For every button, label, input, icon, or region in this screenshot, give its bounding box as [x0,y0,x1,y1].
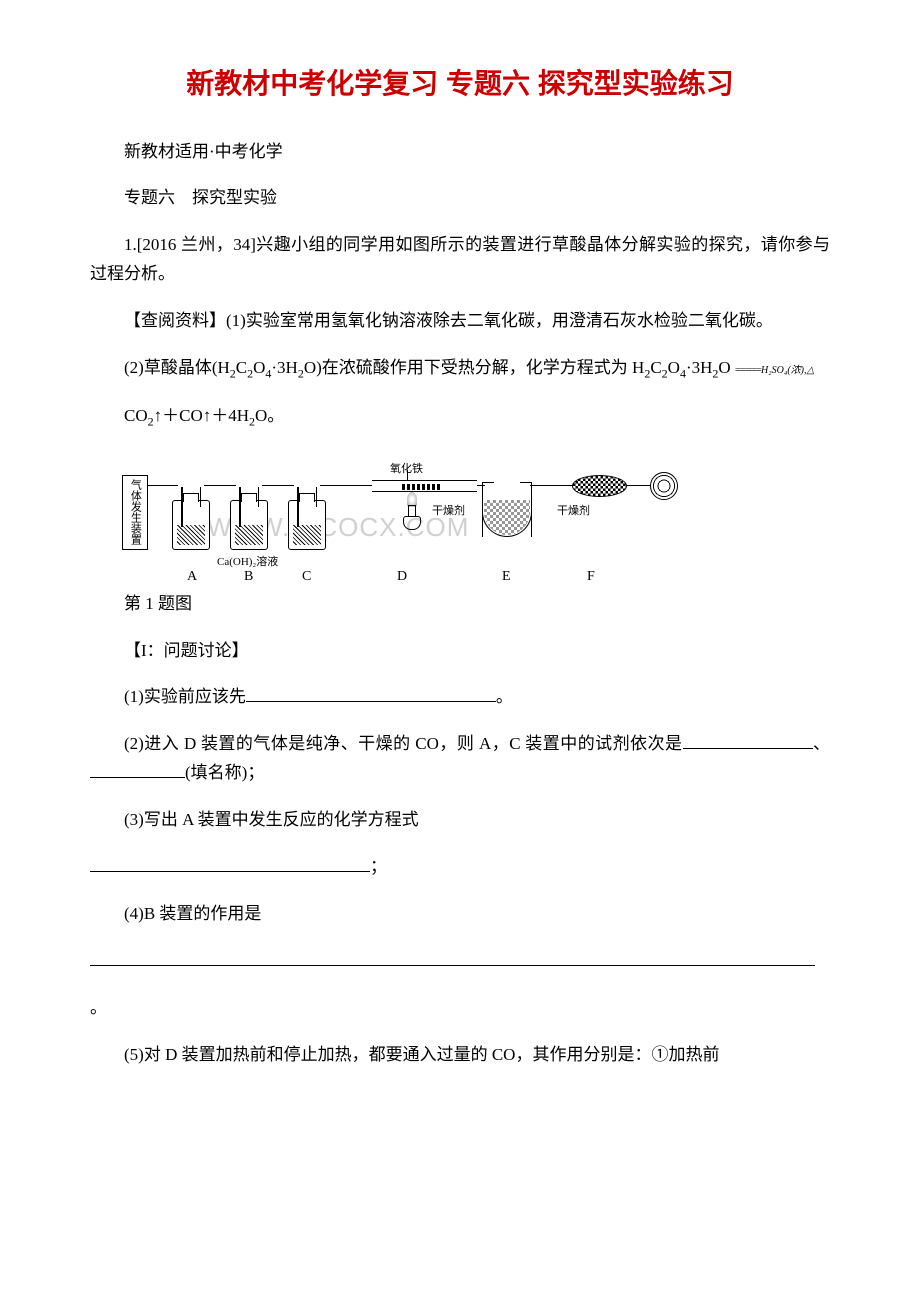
burner [397,500,427,530]
bottle-b [230,500,268,550]
lookup-head: 【查阅资料】 [124,311,226,330]
tube-in [297,487,299,527]
label-a: A [187,565,197,589]
label-b: B [244,565,253,589]
pb: ↑＋CO↑＋4H [154,406,249,425]
label-e: E [502,565,511,589]
l2g: O [668,358,680,377]
blank-1 [246,684,496,703]
connector [148,485,178,487]
end-device [650,472,678,500]
q3-text: (3)写出 A 装置中发生反应的化学方程式 [124,810,419,829]
connector [262,485,294,487]
lookup-2: (2)草酸晶体(H2C2O4·3H2O)在浓硫酸作用下受热分解，化学方程式为 H… [90,354,830,384]
l2e: O)在浓硫酸作用下受热分解，化学方程式为 H [304,358,644,377]
l2d: ·3H [271,358,297,377]
pc: O。 [255,406,284,425]
question-1: (1)实验前应该先 。 [90,683,830,712]
connector [204,485,236,487]
page-title: 新教材中考化学复习 专题六 探究型实验练习 [90,60,830,108]
q2b-text: 、 [813,734,830,753]
subtitle: 新教材适用·中考化学 [90,138,830,167]
question-4-period: 。 [90,994,830,1023]
connector [530,485,574,487]
tube-in [239,487,241,527]
period-4: 。 [90,998,107,1017]
blank-2a [683,731,813,750]
burner-neck [408,505,416,517]
l2i: O [718,358,730,377]
question-5: (5)对 D 装置加热前和停止加热，都要通入过量的 CO，其作用分别是：①加热前 [90,1041,830,1070]
reaction-condition: H₂SO₄(浓),△ [761,365,814,376]
lookup-1-text: (1)实验室常用氢氧化钠溶液除去二氧化碳，用澄清石灰水检验二氧化碳。 [226,311,773,330]
u-tube-e [482,482,532,537]
burner-body [403,516,421,530]
tube-in [181,487,183,527]
drying-tube-f [572,475,627,497]
label-f: F [587,565,595,589]
dryer-label-2: 干燥剂 [557,502,590,521]
apparatus-diagram: WWW.CICOCX.COM 气体发生装置 Ca(OH)₂溶液 氧化铁 干燥剂 … [122,450,682,580]
tube-out [316,487,318,507]
lookup-1: 【查阅资料】(1)实验室常用氢氧化钠溶液除去二氧化碳，用澄清石灰水检验二氧化碳。 [90,307,830,336]
connector [320,485,372,487]
l2a: (2)草酸晶体(H [124,358,230,377]
pa: CO [124,406,148,425]
bottle-a [172,500,210,550]
q4-text: (4)B 装置的作用是 [124,904,261,923]
tube-out [200,487,202,507]
question-3-blank: ； [90,853,830,882]
question-3: (3)写出 A 装置中发生反应的化学方程式 [90,806,830,835]
l2h: ·3H [686,358,712,377]
label-c: C [302,565,311,589]
blank-2b [90,759,185,778]
question-2: (2)进入 D 装置的气体是纯净、干燥的 CO，则 A，C 装置中的试剂依次是 、… [90,730,830,788]
q2a-text: (2)进入 D 装置的气体是纯净、干燥的 CO，则 A，C 装置中的试剂依次是 [124,734,683,753]
semicolon-3: ； [370,857,387,876]
l2f: C [650,358,661,377]
fig-caption: 第 1 题图 [90,590,830,619]
connector [627,485,652,487]
discuss-head: 【I：问题讨论】 [90,637,830,666]
gas-generator-box: 气体发生装置 [122,475,148,550]
question-4: (4)B 装置的作用是 [90,900,830,929]
q5-text: (5)对 D 装置加热前和停止加热，都要通入过量的 CO，其作用分别是：①加热前 [124,1045,719,1064]
q2c-text: (填名称)； [185,763,264,782]
glass-tube-d [372,480,477,492]
period-1: 。 [496,687,513,706]
l2c: O [253,358,265,377]
l2b: C [236,358,247,377]
products-line: CO2↑＋CO↑＋4H2O。 [90,402,830,432]
question-4-blank [90,947,830,976]
bottle-c [288,500,326,550]
q1-text: (1)实验前应该先 [124,687,246,706]
tube-out [258,487,260,507]
q1-intro: 1.[2016 兰州，34]兴趣小组的同学用如图所示的装置进行草酸晶体分解实验的… [90,231,830,289]
section-heading: 专题六 探究型实验 [90,184,830,213]
blank-4 [90,947,815,966]
dryer-label-1: 干燥剂 [432,502,465,521]
blank-3 [90,853,370,872]
equals-sign: ===== [735,364,761,376]
label-d: D [397,565,407,589]
